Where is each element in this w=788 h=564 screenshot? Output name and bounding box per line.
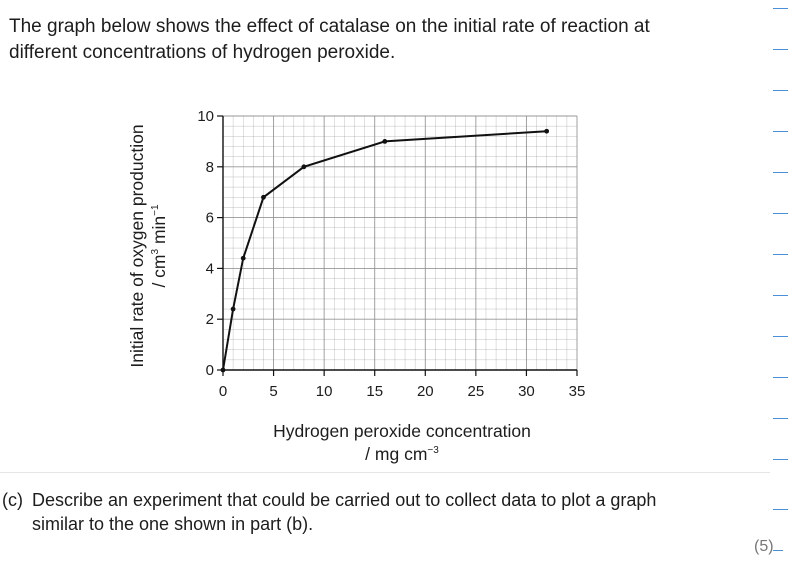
margin-line xyxy=(773,8,788,9)
intro-line-1: The graph below shows the effect of cata… xyxy=(9,16,650,37)
margin-line xyxy=(773,295,788,296)
margin-line xyxy=(773,509,788,510)
y-tick-label: 4 xyxy=(206,260,214,277)
margin-line xyxy=(773,459,788,460)
intro-text: The graph below shows the effect of cata… xyxy=(9,14,729,66)
section-divider xyxy=(0,472,770,473)
y-axis-title: Initial rate of oxygen production xyxy=(127,124,147,368)
rate-concentration-graph: 0 2 4 6 8 10 0 5 10 15 20 25 30 35 xyxy=(197,108,586,400)
data-point xyxy=(301,164,307,170)
intro-line-2: different concentrations of hydrogen per… xyxy=(9,42,396,63)
margin-line xyxy=(773,550,783,551)
x-tick-label: 35 xyxy=(569,383,586,400)
y-tick-label: 0 xyxy=(206,362,214,379)
margin-line xyxy=(773,213,788,214)
x-tick-label: 30 xyxy=(518,383,535,400)
margin-line xyxy=(773,172,788,173)
margin-line xyxy=(773,377,788,378)
x-axis-unit: / mg cm−3 xyxy=(365,444,439,464)
y-tick-label: 6 xyxy=(206,210,214,227)
margin-line xyxy=(773,418,788,419)
x-axis-label: Hydrogen peroxide concentration / mg cm−… xyxy=(224,420,580,466)
data-point xyxy=(261,194,266,200)
y-axis-label: Initial rate of oxygen production / cm3 … xyxy=(126,101,170,391)
margin-line xyxy=(773,49,788,50)
question-label: (c) xyxy=(2,490,23,510)
x-tick-label: 20 xyxy=(417,383,434,400)
marks-label: (5) xyxy=(754,538,774,555)
y-tick-label: 2 xyxy=(206,311,214,328)
margin-line xyxy=(773,254,788,255)
question-line-1: Describe an experiment that could be car… xyxy=(32,490,657,510)
data-point xyxy=(240,255,246,261)
x-tick-label: 0 xyxy=(219,383,227,400)
x-tick-label: 10 xyxy=(316,383,333,400)
data-point xyxy=(220,367,226,373)
x-axis-title: Hydrogen peroxide concentration xyxy=(273,421,531,441)
data-point xyxy=(382,139,388,144)
y-tick-label: 10 xyxy=(197,108,214,125)
data-point xyxy=(230,306,236,312)
margin-line xyxy=(773,131,788,132)
margin-line xyxy=(773,336,788,337)
x-tick-label: 25 xyxy=(468,383,485,400)
x-tick-label: 15 xyxy=(366,383,383,400)
data-point xyxy=(544,128,550,134)
y-tick-label: 8 xyxy=(206,159,214,176)
margin-line xyxy=(773,90,788,91)
y-axis-unit: / cm3 min−1 xyxy=(149,204,169,288)
question-text: Describe an experiment that could be car… xyxy=(32,488,742,536)
question-line-2: similar to the one shown in part (b). xyxy=(32,514,314,534)
x-tick-label: 5 xyxy=(269,383,277,400)
